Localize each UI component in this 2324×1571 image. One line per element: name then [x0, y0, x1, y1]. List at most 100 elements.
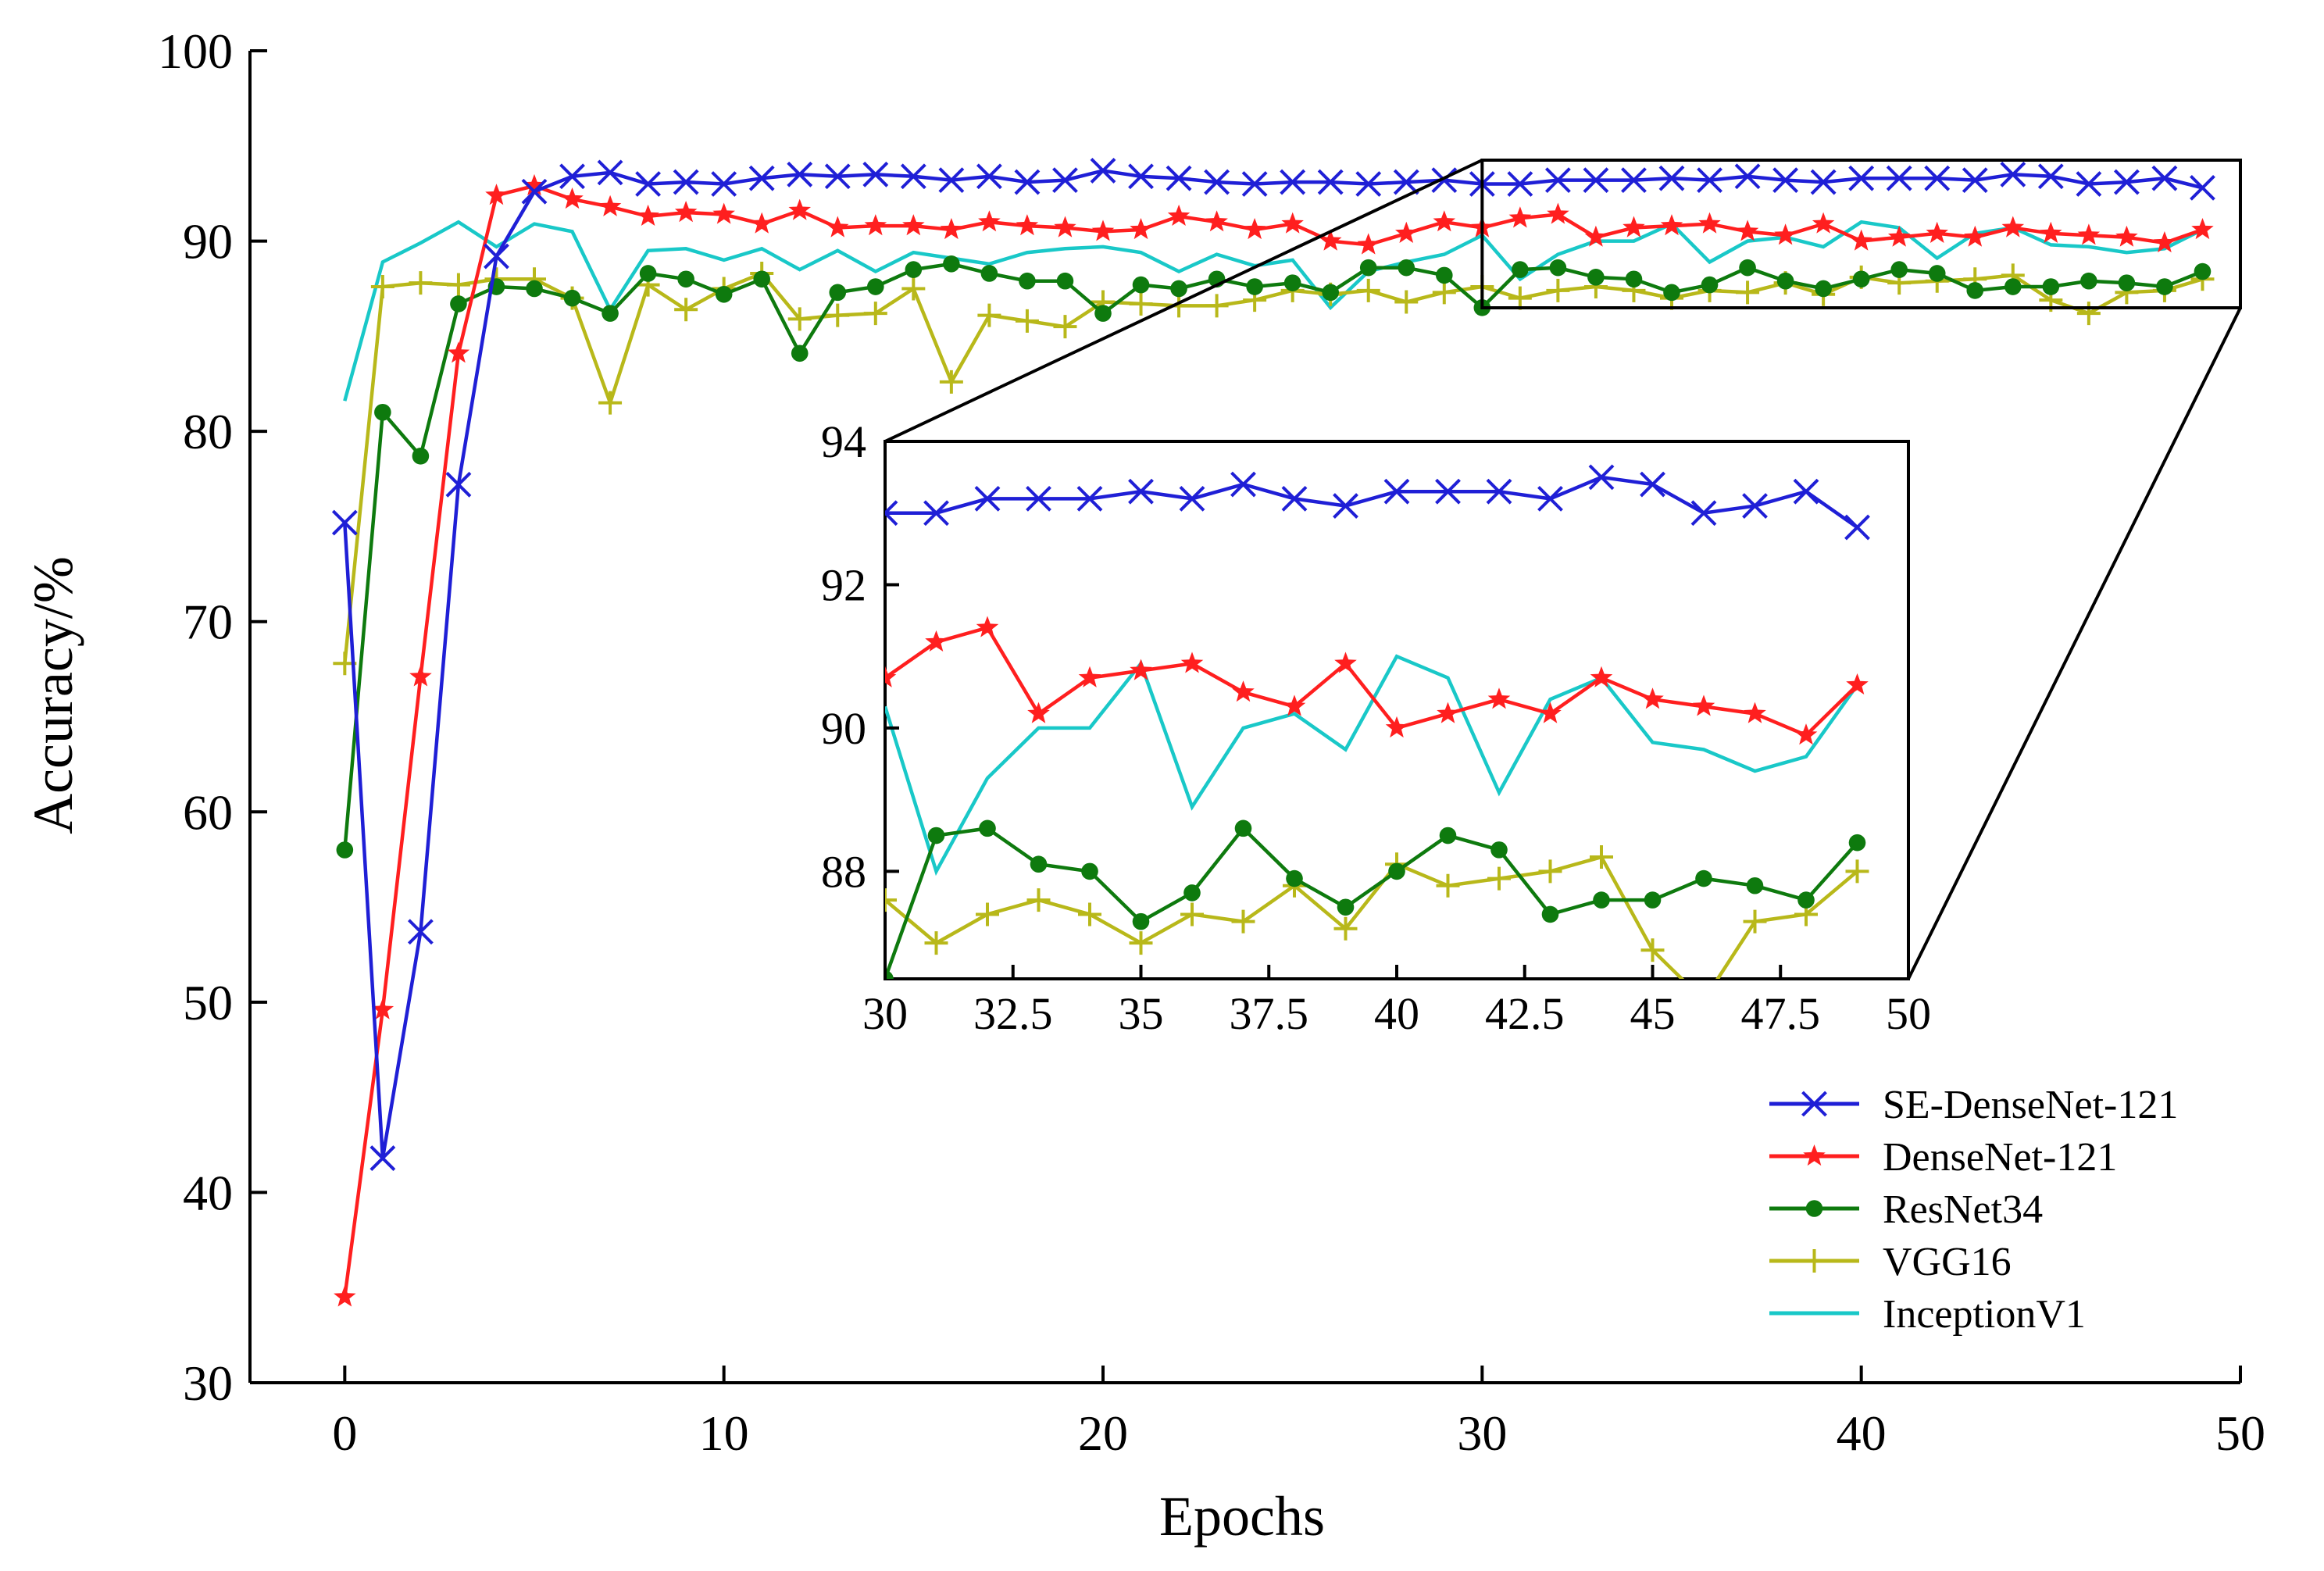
- legend-item: InceptionV1: [1769, 1292, 2086, 1337]
- data-point: [1054, 216, 1076, 237]
- data-point: [1886, 165, 1912, 191]
- inset-x-tick-label: 47.5: [1741, 988, 1821, 1039]
- data-point: [2076, 302, 2101, 326]
- inset-data-point: [1590, 845, 1613, 869]
- legend-marker: [1801, 1091, 1827, 1117]
- data-point: [863, 302, 887, 326]
- inset-series-se-densenet-121: [885, 464, 1870, 541]
- series-vgg16: [333, 261, 2215, 676]
- data-point: [2118, 274, 2136, 291]
- data-point: [1014, 169, 1041, 195]
- data-point: [370, 275, 394, 299]
- data-point: [1549, 259, 1567, 277]
- data-point: [2115, 225, 2138, 247]
- data-point: [938, 167, 965, 194]
- inset-data-point: [1281, 485, 1308, 512]
- data-point: [824, 163, 851, 190]
- data-point: [331, 509, 358, 536]
- data-point: [1204, 169, 1230, 195]
- zoom-connector: [1907, 307, 2242, 980]
- inset-data-point: [1286, 869, 1303, 887]
- inset-data-point: [1588, 464, 1615, 491]
- y-tick-label: 90: [183, 214, 233, 270]
- data-point: [2190, 174, 2215, 201]
- legend-label: DenseNet-121: [1883, 1135, 2117, 1180]
- series-resnet34: [336, 255, 2212, 859]
- inset-data-point: [1744, 702, 1766, 723]
- inset-y-tick-label: 88: [821, 846, 866, 897]
- data-point: [1962, 167, 1988, 194]
- data-point: [374, 403, 391, 421]
- inset-data-point: [976, 616, 999, 637]
- inset-data-point: [885, 500, 898, 527]
- inset-data-point: [1128, 478, 1154, 505]
- data-point: [1663, 284, 1680, 302]
- data-point: [978, 210, 1001, 232]
- data-point: [864, 214, 887, 236]
- data-point: [867, 278, 884, 295]
- inset-series-densenet-121: [885, 616, 1869, 745]
- y-tick-label: 30: [183, 1355, 233, 1411]
- data-point: [1772, 167, 1799, 194]
- series-line: [343, 220, 2204, 402]
- series-inceptionv1: [343, 220, 2204, 402]
- legend-item: ResNet34: [1769, 1187, 2043, 1232]
- y-axis-title: Accuracy/%: [22, 556, 84, 834]
- data-point: [829, 284, 847, 302]
- inset-data-point: [1026, 888, 1051, 912]
- data-point: [1170, 280, 1187, 298]
- data-point: [1739, 259, 1756, 277]
- inset-data-point: [923, 500, 949, 527]
- inset-data-point: [1383, 478, 1410, 505]
- data-point: [1319, 229, 1342, 251]
- data-point: [637, 204, 659, 226]
- data-point: [826, 216, 849, 237]
- y-tick-label: 50: [183, 975, 233, 1030]
- inset-data-point: [1487, 687, 1511, 709]
- inset-x-tick-label: 35: [1119, 988, 1164, 1039]
- data-point: [1393, 169, 1419, 195]
- x-tick-label: 50: [2215, 1405, 2265, 1461]
- inset-data-point: [1743, 909, 1767, 934]
- series-densenet-121: [334, 173, 2214, 1307]
- inset-data-point: [974, 485, 1001, 512]
- data-point: [484, 243, 509, 270]
- inset-x-tick-label: 30: [862, 988, 908, 1039]
- legend-marker: [1805, 1200, 1823, 1217]
- data-point: [677, 270, 694, 288]
- inset-series-line: [885, 475, 1858, 529]
- data-point: [1852, 270, 1870, 288]
- data-point: [1398, 259, 1415, 277]
- inset-data-point: [1132, 912, 1150, 930]
- data-point: [748, 165, 775, 191]
- legend-label: ResNet34: [1883, 1187, 2043, 1232]
- data-point: [1281, 212, 1304, 234]
- data-point: [409, 665, 432, 687]
- legend-label: SE-DenseNet-121: [1883, 1083, 2178, 1127]
- inset-data-point: [1487, 866, 1511, 891]
- data-point: [1205, 294, 1229, 318]
- data-point: [1736, 280, 1760, 305]
- data-point: [1848, 165, 1875, 191]
- data-point: [1432, 280, 1456, 305]
- data-point: [1964, 225, 1987, 247]
- data-point: [485, 184, 508, 205]
- data-point: [1090, 158, 1116, 184]
- inset-data-point: [885, 970, 894, 979]
- inset-series-vgg16: [885, 845, 1869, 979]
- data-point: [711, 171, 737, 197]
- inset-data-point: [1283, 694, 1306, 716]
- inset-data-point: [1388, 862, 1405, 880]
- data-point: [371, 998, 394, 1019]
- inset-data-point: [979, 819, 996, 837]
- data-point: [1053, 315, 1077, 339]
- data-point: [788, 198, 811, 220]
- data-point: [1698, 212, 1721, 234]
- inset-data-point: [1076, 485, 1103, 512]
- x-tick-label: 0: [332, 1405, 357, 1461]
- data-point: [526, 280, 543, 298]
- main-series-group: [331, 158, 2215, 1307]
- inset-data-point: [1486, 478, 1512, 505]
- data-point: [902, 214, 925, 236]
- data-point: [369, 1145, 396, 1172]
